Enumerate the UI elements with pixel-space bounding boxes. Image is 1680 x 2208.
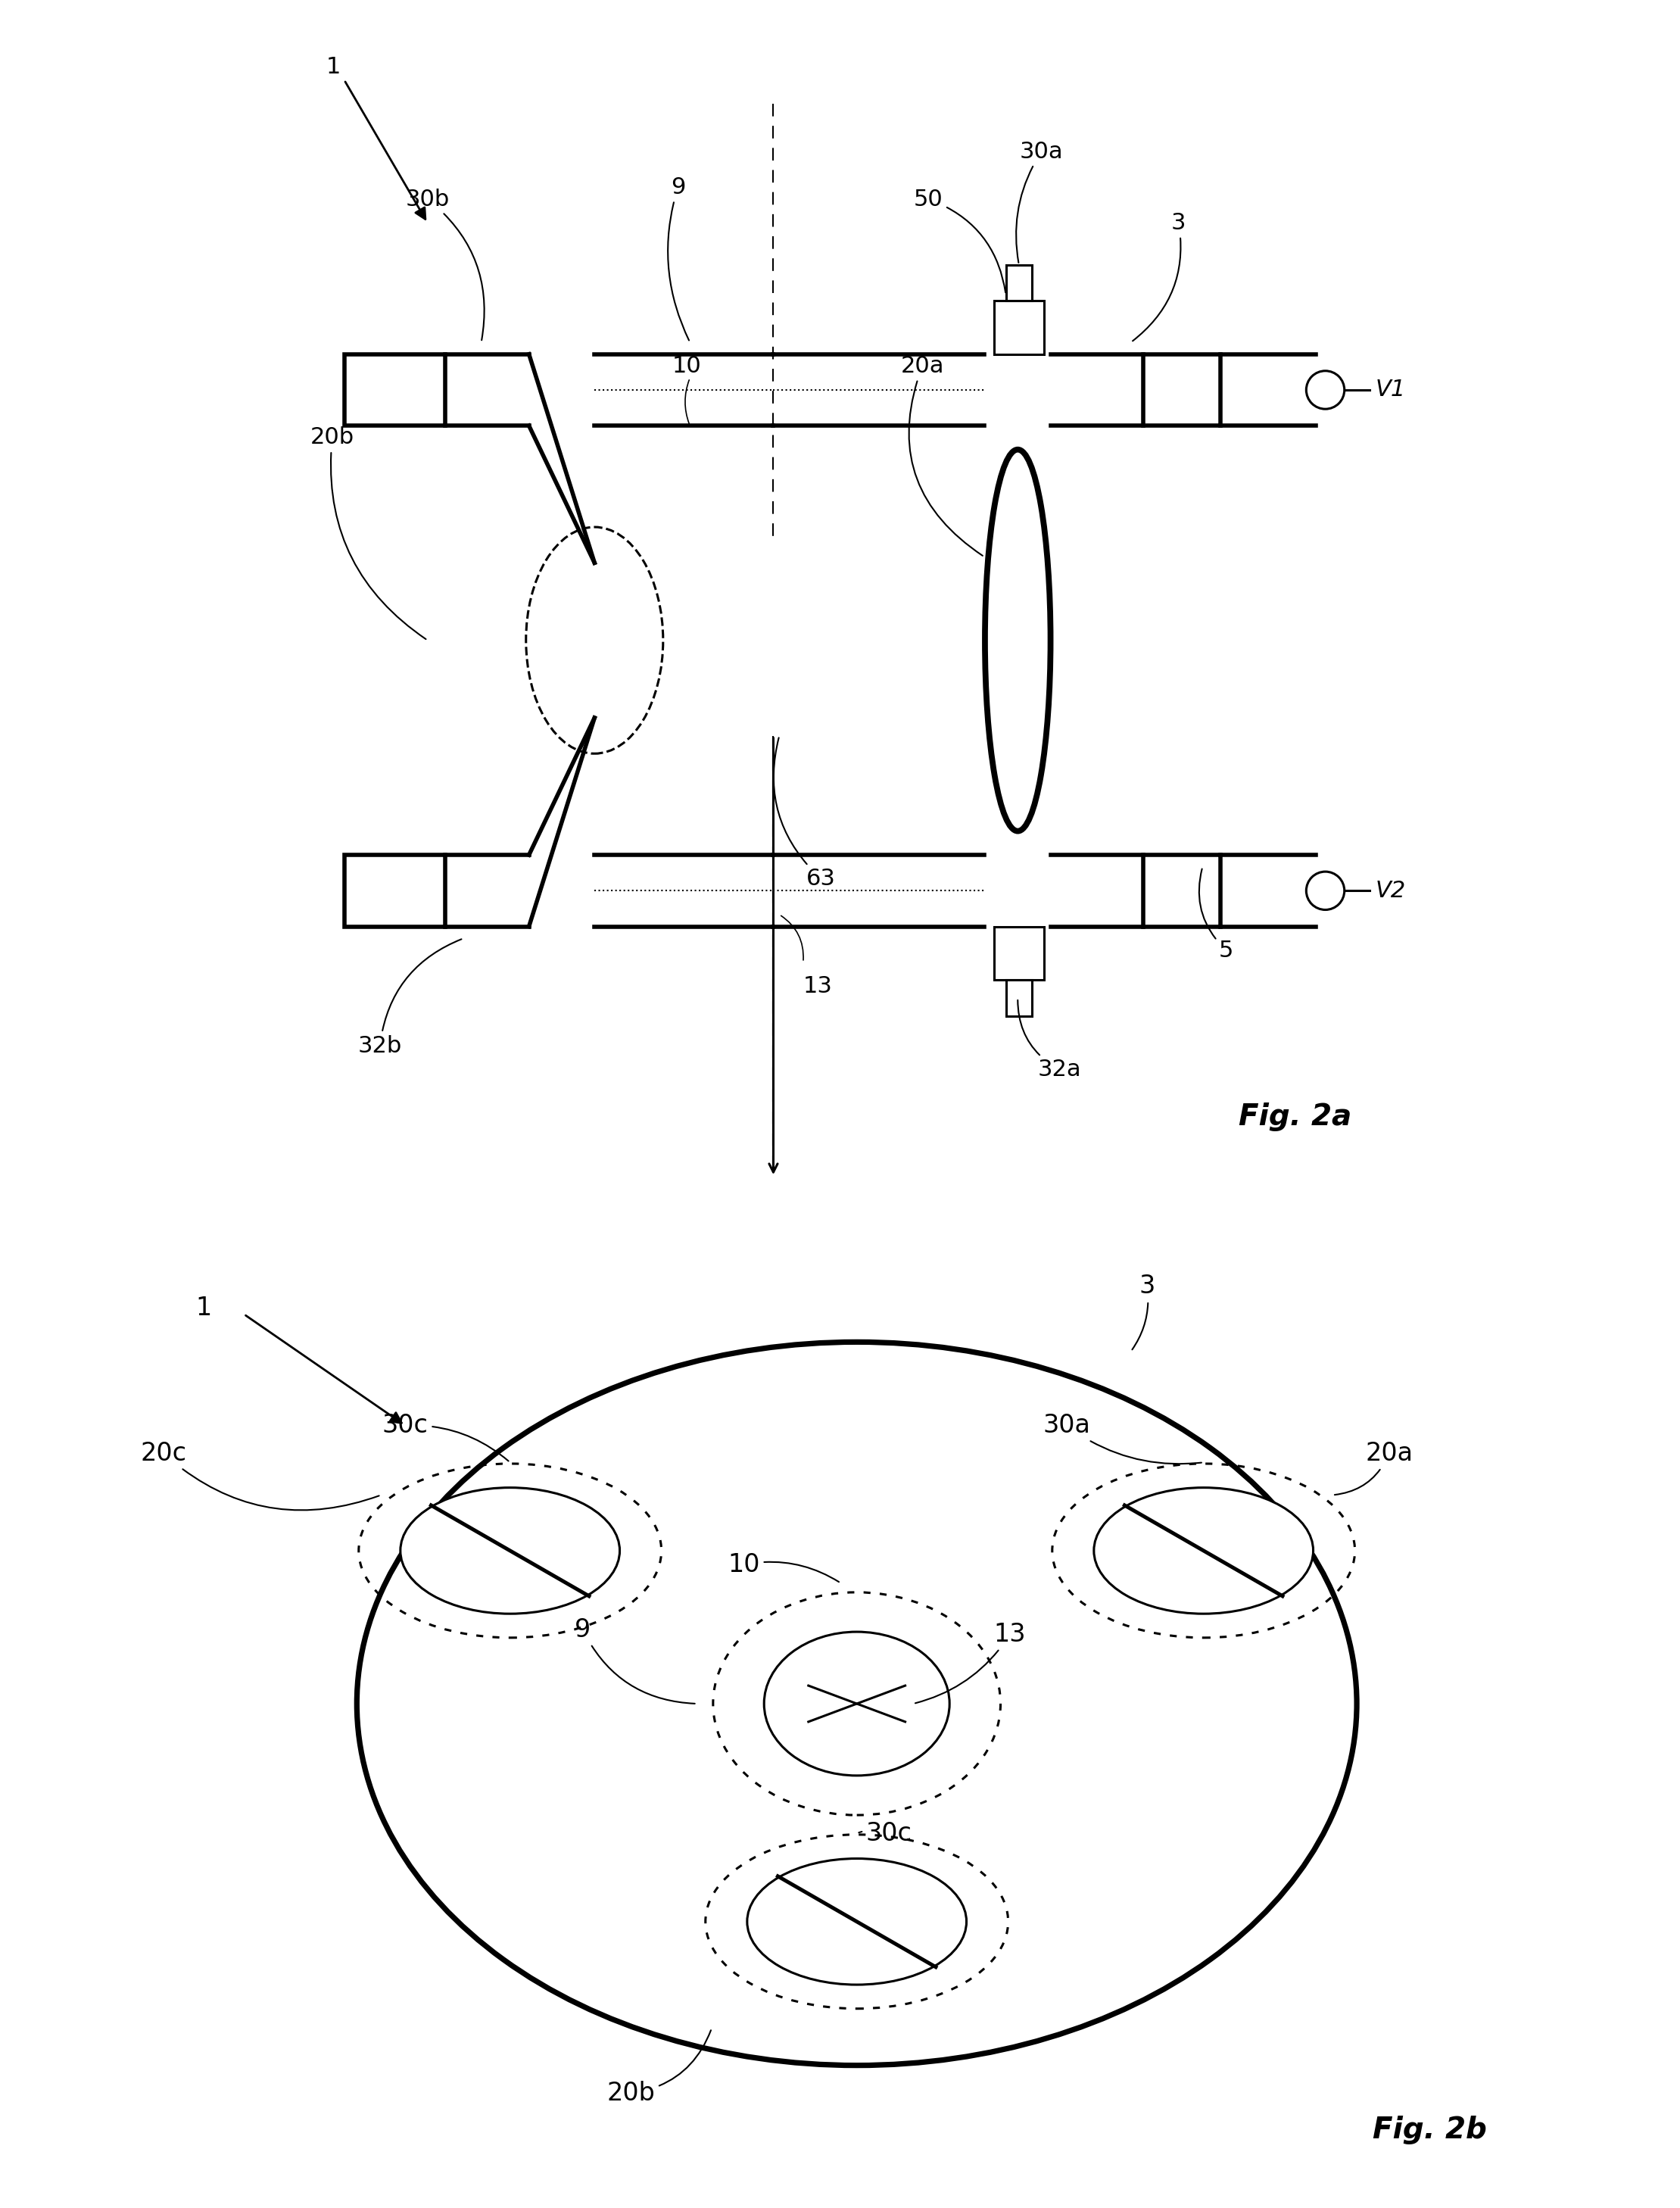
Text: 3: 3: [1132, 212, 1186, 340]
Text: 5: 5: [1200, 870, 1233, 960]
Bar: [1142, 854, 1220, 927]
Text: 10: 10: [672, 355, 701, 378]
Text: V2: V2: [1376, 879, 1406, 901]
Text: Fig. 2a: Fig. 2a: [1238, 1102, 1351, 1133]
Text: 30b: 30b: [405, 188, 484, 340]
Text: 20b: 20b: [606, 2029, 711, 2106]
Text: 32a: 32a: [1018, 1000, 1082, 1080]
Text: 20a: 20a: [1334, 1442, 1413, 1495]
Text: 3: 3: [1132, 1274, 1156, 1349]
Text: 13: 13: [916, 1621, 1026, 1702]
Text: 20a: 20a: [900, 355, 983, 556]
Bar: [344, 353, 445, 426]
Text: 63: 63: [774, 737, 835, 890]
Text: 20b: 20b: [311, 426, 425, 638]
Text: 30c: 30c: [381, 1413, 509, 1462]
Text: 30a: 30a: [1016, 141, 1063, 263]
Text: 50: 50: [914, 188, 1006, 291]
Text: V1: V1: [1376, 380, 1406, 402]
Text: 1: 1: [326, 55, 341, 77]
Text: 10: 10: [727, 1552, 838, 1581]
Circle shape: [1094, 1488, 1314, 1614]
Text: 20c: 20c: [139, 1442, 380, 1510]
Text: 9: 9: [669, 177, 689, 340]
Text: 30c: 30c: [858, 1822, 912, 1846]
Text: 13: 13: [803, 976, 833, 998]
Bar: [344, 854, 445, 927]
Bar: [995, 927, 1043, 980]
Bar: [1006, 980, 1032, 1016]
Bar: [1142, 353, 1220, 426]
Text: 32b: 32b: [358, 938, 462, 1058]
Bar: [1006, 265, 1032, 300]
Bar: [995, 300, 1043, 353]
Circle shape: [748, 1859, 966, 1985]
Circle shape: [400, 1488, 620, 1614]
Text: 30a: 30a: [1043, 1413, 1201, 1464]
Text: 1: 1: [195, 1296, 212, 1320]
Text: 9: 9: [575, 1616, 696, 1705]
Text: Fig. 2b: Fig. 2b: [1373, 2115, 1487, 2144]
